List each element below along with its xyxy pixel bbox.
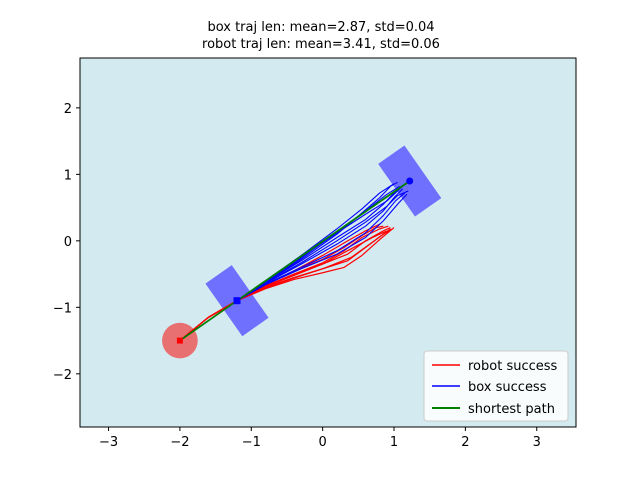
y-tick-label: −2 <box>53 368 72 383</box>
robot-trajectory-7 <box>179 228 391 342</box>
legend-box <box>423 350 569 422</box>
legend-label-robot-success: robot success <box>468 359 558 374</box>
x-tick-label: 0 <box>319 435 327 450</box>
x-tick-label: −1 <box>242 435 261 450</box>
y-tick-label: 0 <box>64 235 72 250</box>
box-trajectory-4 <box>236 193 408 302</box>
legend: robot success box success shortest path <box>423 350 569 422</box>
x-tick-label: −2 <box>170 435 189 450</box>
box-trajectory-7 <box>236 190 409 302</box>
legend-label-box-success: box success <box>468 380 547 395</box>
axes: −3 −2 −1 0 1 2 3 −2 −1 0 1 2 <box>53 102 541 450</box>
x-tick-label: −3 <box>99 435 118 450</box>
y-tick-label: 2 <box>64 102 72 117</box>
y-tick-label: 1 <box>64 168 72 183</box>
markers <box>176 177 414 344</box>
robot-start-marker <box>176 337 183 344</box>
legend-label-shortest-path: shortest path <box>468 402 555 417</box>
y-tick-label: −1 <box>53 301 72 316</box>
x-tick-label: 1 <box>390 435 398 450</box>
trajectories <box>179 180 411 342</box>
box-trajectory-3 <box>236 192 406 302</box>
box-trajectory-2 <box>236 188 403 302</box>
x-tick-label: 2 <box>461 435 469 450</box>
plot-frame <box>79 57 577 428</box>
box-goal-marker <box>406 177 414 185</box>
box-start-marker <box>233 297 241 305</box>
chart-title-line-2: robot traj len: mean=3.41, std=0.06 <box>202 37 440 52</box>
x-tick-label: 3 <box>533 435 541 450</box>
chart-title-line-1: box traj len: mean=2.87, std=0.04 <box>207 20 434 35</box>
